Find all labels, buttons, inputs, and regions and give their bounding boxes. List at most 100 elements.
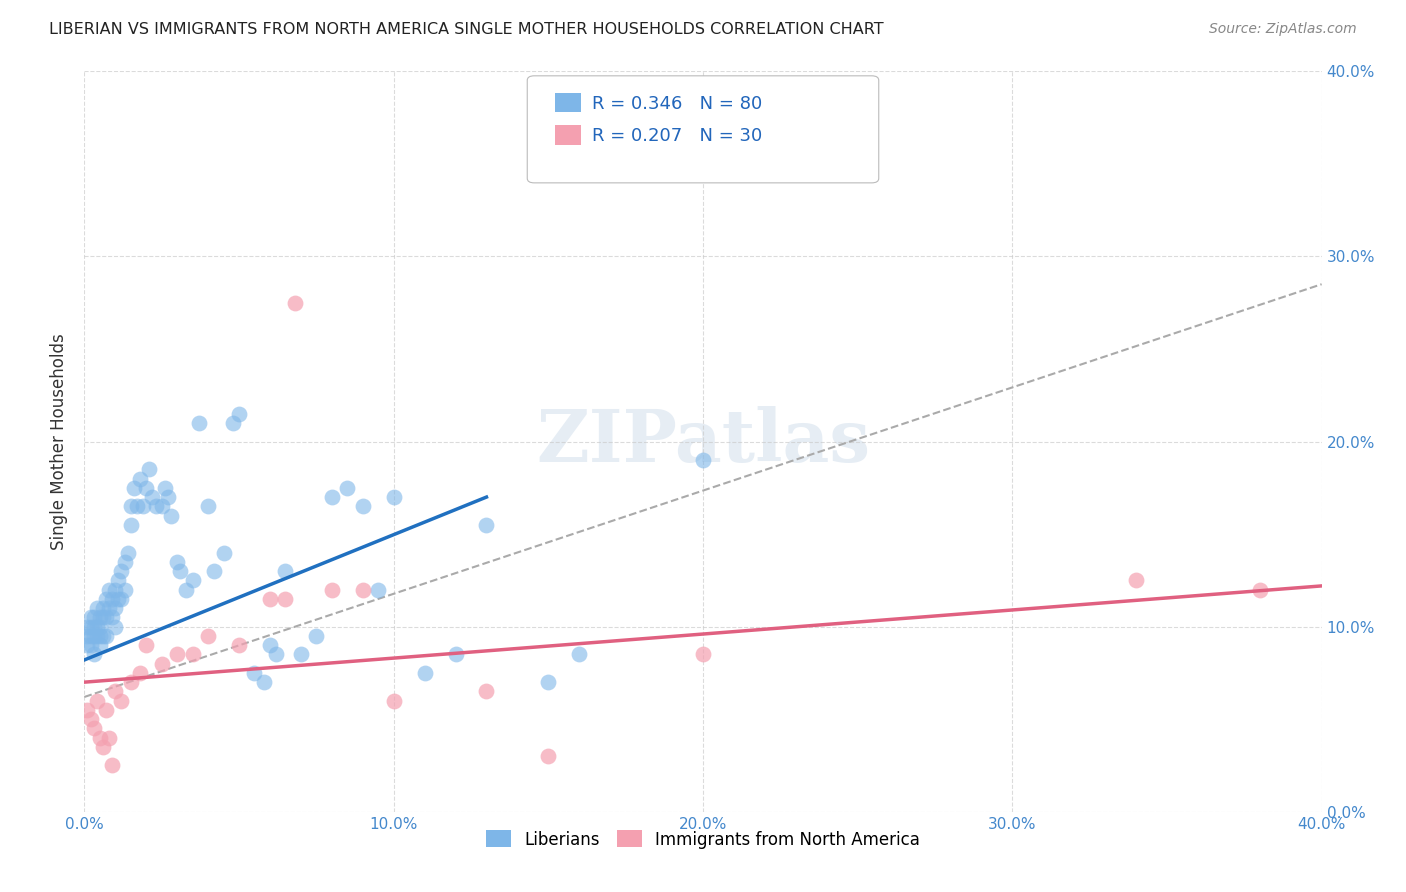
Point <box>122 481 145 495</box>
Point <box>568 648 591 662</box>
Point <box>129 472 152 486</box>
Point <box>187 416 209 430</box>
Text: LIBERIAN VS IMMIGRANTS FROM NORTH AMERICA SINGLE MOTHER HOUSEHOLDS CORRELATION C: LIBERIAN VS IMMIGRANTS FROM NORTH AMERIC… <box>49 22 884 37</box>
Point <box>89 731 111 745</box>
Point <box>79 619 101 633</box>
Point <box>83 722 105 736</box>
Point <box>76 638 98 652</box>
Point <box>120 517 142 532</box>
Point <box>156 490 179 504</box>
Point <box>141 490 163 504</box>
Point <box>290 648 312 662</box>
Point <box>120 675 142 690</box>
Point <box>274 591 297 606</box>
Point <box>145 500 167 514</box>
Point <box>692 648 714 662</box>
Point <box>321 582 343 597</box>
Point <box>94 703 117 717</box>
Point <box>91 739 114 754</box>
Point <box>181 574 204 588</box>
Point <box>91 629 114 643</box>
Point <box>321 490 343 504</box>
Point <box>352 582 374 597</box>
Point <box>336 481 359 495</box>
Point <box>110 694 132 708</box>
Point <box>264 648 287 662</box>
Point <box>98 731 121 745</box>
Point <box>181 648 204 662</box>
Point <box>110 591 132 606</box>
Point <box>104 619 127 633</box>
Point <box>83 629 105 643</box>
Point <box>76 629 98 643</box>
Point <box>94 610 117 624</box>
Point <box>79 638 101 652</box>
Point <box>86 601 108 615</box>
Point <box>98 582 121 597</box>
Point <box>89 629 111 643</box>
Legend: Liberians, Immigrants from North America: Liberians, Immigrants from North America <box>479 823 927 855</box>
Point <box>222 416 245 430</box>
Point <box>129 665 152 680</box>
Point <box>444 648 467 662</box>
Point <box>98 601 121 615</box>
Point <box>94 629 117 643</box>
Point <box>89 619 111 633</box>
Point <box>135 481 157 495</box>
Point <box>89 610 111 624</box>
Point <box>91 601 114 615</box>
Point <box>197 500 219 514</box>
Point <box>89 638 111 652</box>
Point <box>1125 574 1147 588</box>
Point <box>104 582 127 597</box>
Point <box>284 295 307 310</box>
Point <box>86 629 108 643</box>
Point <box>125 500 148 514</box>
Point <box>94 591 117 606</box>
Point <box>104 601 127 615</box>
Text: ZIPatlas: ZIPatlas <box>536 406 870 477</box>
Point <box>150 500 173 514</box>
Point <box>150 657 173 671</box>
Point <box>475 684 498 698</box>
Point <box>274 564 297 578</box>
Point <box>76 703 98 717</box>
Point <box>114 555 136 569</box>
Point <box>202 564 225 578</box>
Point <box>110 564 132 578</box>
Point <box>107 591 129 606</box>
Point <box>114 582 136 597</box>
Point <box>153 481 176 495</box>
Point <box>169 564 191 578</box>
Y-axis label: Single Mother Households: Single Mother Households <box>51 334 69 549</box>
Point <box>382 490 405 504</box>
Point <box>367 582 389 597</box>
Point <box>76 619 98 633</box>
Point <box>253 675 276 690</box>
Point <box>243 665 266 680</box>
Point <box>79 712 101 726</box>
Point <box>537 749 560 764</box>
Point <box>537 675 560 690</box>
Point <box>79 629 101 643</box>
Point <box>160 508 183 523</box>
Text: R = 0.346   N = 80: R = 0.346 N = 80 <box>592 95 762 112</box>
Point <box>413 665 436 680</box>
Point <box>305 629 328 643</box>
Point <box>101 758 124 772</box>
Point <box>83 648 105 662</box>
Point <box>138 462 160 476</box>
Point <box>197 629 219 643</box>
Point <box>259 638 281 652</box>
Point <box>692 453 714 467</box>
Point <box>382 694 405 708</box>
Point <box>101 591 124 606</box>
Text: R = 0.207   N = 30: R = 0.207 N = 30 <box>592 127 762 145</box>
Point <box>228 407 250 421</box>
Point <box>79 610 101 624</box>
Point <box>104 684 127 698</box>
Point <box>86 694 108 708</box>
Point <box>475 517 498 532</box>
Point <box>1249 582 1271 597</box>
Point <box>86 619 108 633</box>
